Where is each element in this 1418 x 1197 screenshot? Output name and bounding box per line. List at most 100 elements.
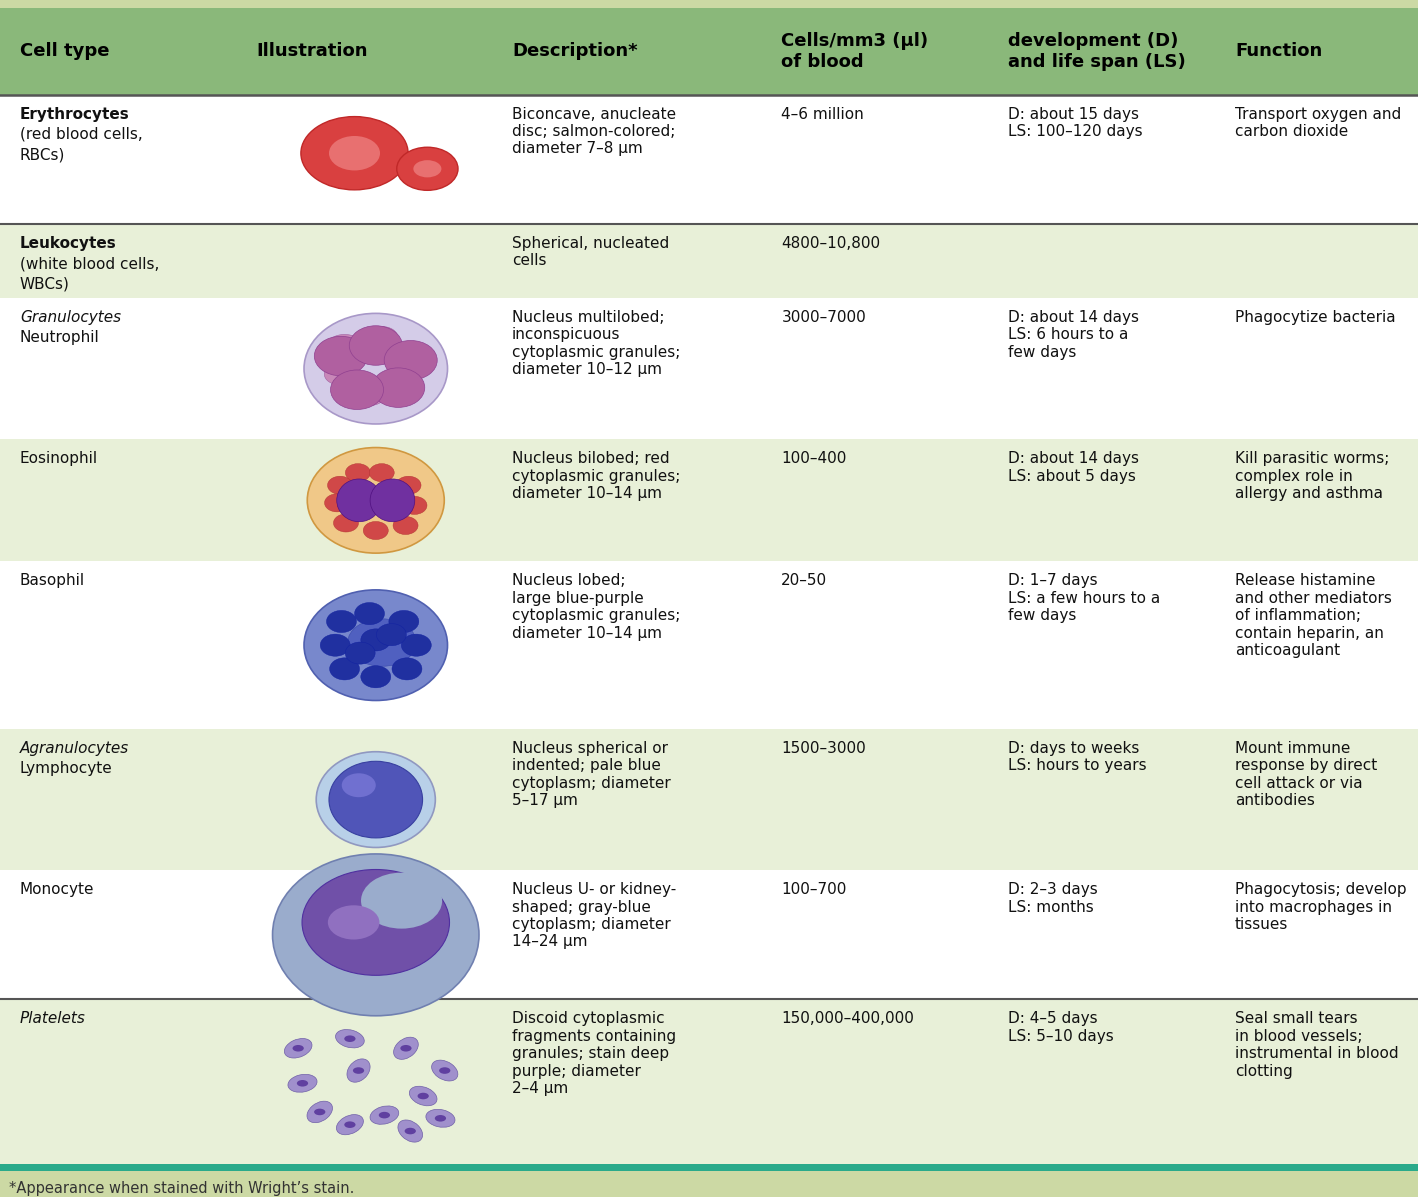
Text: 100–700: 100–700 [781, 882, 847, 898]
Ellipse shape [400, 1045, 411, 1051]
Text: Illustration: Illustration [257, 42, 369, 61]
FancyBboxPatch shape [0, 561, 1418, 729]
Ellipse shape [393, 516, 418, 535]
Ellipse shape [354, 602, 384, 625]
Ellipse shape [308, 448, 444, 553]
Ellipse shape [333, 514, 359, 531]
Ellipse shape [431, 1061, 458, 1081]
Ellipse shape [303, 314, 448, 424]
Text: D: 1–7 days
LS: a few hours to a
few days: D: 1–7 days LS: a few hours to a few day… [1008, 573, 1160, 624]
Ellipse shape [315, 1108, 325, 1116]
Ellipse shape [389, 610, 418, 632]
Text: Transport oxygen and
carbon dioxide: Transport oxygen and carbon dioxide [1235, 107, 1401, 139]
Text: Nucleus U- or kidney-
shaped; gray-blue
cytoplasm; diameter
14–24 µm: Nucleus U- or kidney- shaped; gray-blue … [512, 882, 676, 949]
Ellipse shape [336, 1029, 364, 1047]
Ellipse shape [346, 463, 370, 481]
Ellipse shape [347, 619, 417, 667]
Ellipse shape [306, 1101, 332, 1123]
Ellipse shape [370, 479, 415, 522]
Ellipse shape [326, 334, 363, 360]
Ellipse shape [363, 486, 389, 504]
Ellipse shape [360, 628, 391, 651]
Ellipse shape [410, 1086, 437, 1106]
Text: Monocyte: Monocyte [20, 882, 95, 898]
Ellipse shape [336, 479, 381, 522]
Ellipse shape [320, 634, 350, 656]
Ellipse shape [328, 905, 380, 940]
Ellipse shape [391, 658, 423, 680]
FancyBboxPatch shape [0, 95, 1418, 224]
Ellipse shape [376, 624, 407, 645]
Ellipse shape [354, 384, 386, 406]
Ellipse shape [366, 327, 397, 347]
FancyBboxPatch shape [0, 439, 1418, 561]
Ellipse shape [425, 1110, 455, 1128]
Ellipse shape [349, 326, 403, 365]
Ellipse shape [285, 1039, 312, 1058]
Ellipse shape [316, 752, 435, 847]
Text: Spherical, nucleated
cells: Spherical, nucleated cells [512, 236, 669, 268]
Text: Seal small tears
in blood vessels;
instrumental in blood
clotting: Seal small tears in blood vessels; instr… [1235, 1011, 1398, 1078]
Ellipse shape [401, 634, 431, 656]
Ellipse shape [325, 364, 353, 384]
Text: Nucleus multilobed;
inconspicuous
cytoplasmic granules;
diameter 10–12 µm: Nucleus multilobed; inconspicuous cytopl… [512, 310, 681, 377]
Ellipse shape [349, 499, 373, 517]
Ellipse shape [342, 773, 376, 797]
Text: D: 2–3 days
LS: months: D: 2–3 days LS: months [1008, 882, 1098, 915]
Ellipse shape [328, 476, 353, 494]
Ellipse shape [396, 476, 421, 494]
FancyBboxPatch shape [0, 8, 1418, 95]
Text: 20–50: 20–50 [781, 573, 828, 589]
Ellipse shape [398, 1120, 423, 1142]
Text: Discoid cytoplasmic
fragments containing
granules; stain deep
purple; diameter
2: Discoid cytoplasmic fragments containing… [512, 1011, 676, 1096]
Text: Mount immune
response by direct
cell attack or via
antibodies: Mount immune response by direct cell att… [1235, 741, 1377, 808]
Text: Description*: Description* [512, 42, 638, 61]
Text: 1500–3000: 1500–3000 [781, 741, 866, 757]
Ellipse shape [404, 1128, 415, 1135]
Ellipse shape [381, 502, 406, 519]
Text: Agranulocytes: Agranulocytes [20, 741, 129, 757]
Ellipse shape [379, 1112, 390, 1118]
Text: Eosinophil: Eosinophil [20, 451, 98, 467]
Text: Neutrophil: Neutrophil [20, 330, 99, 346]
Text: 3000–7000: 3000–7000 [781, 310, 866, 326]
FancyBboxPatch shape [0, 729, 1418, 870]
Text: D: about 15 days
LS: 100–120 days: D: about 15 days LS: 100–120 days [1008, 107, 1143, 139]
Ellipse shape [397, 147, 458, 190]
Ellipse shape [394, 1037, 418, 1059]
Text: *Appearance when stained with Wright’s stain.: *Appearance when stained with Wright’s s… [9, 1181, 354, 1197]
Ellipse shape [329, 658, 360, 680]
Ellipse shape [401, 497, 427, 515]
Ellipse shape [329, 761, 423, 838]
Text: Basophil: Basophil [20, 573, 85, 589]
Text: Phagocytize bacteria: Phagocytize bacteria [1235, 310, 1395, 326]
Text: Nucleus lobed;
large blue-purple
cytoplasmic granules;
diameter 10–14 µm: Nucleus lobed; large blue-purple cytopla… [512, 573, 681, 640]
Text: Platelets: Platelets [20, 1011, 85, 1027]
Text: 4–6 million: 4–6 million [781, 107, 864, 122]
Ellipse shape [315, 336, 367, 376]
Text: Erythrocytes: Erythrocytes [20, 107, 129, 122]
Text: 150,000–400,000: 150,000–400,000 [781, 1011, 915, 1027]
Ellipse shape [440, 1068, 451, 1074]
Ellipse shape [345, 1122, 356, 1128]
Ellipse shape [370, 1106, 398, 1124]
Text: Cells/mm3 (µl)
of blood: Cells/mm3 (µl) of blood [781, 32, 929, 71]
FancyBboxPatch shape [0, 870, 1418, 999]
Ellipse shape [347, 1059, 370, 1082]
Ellipse shape [336, 1114, 363, 1135]
Text: Release histamine
and other mediators
of inflammation;
contain heparin, an
antic: Release histamine and other mediators of… [1235, 573, 1392, 658]
Ellipse shape [353, 1068, 364, 1074]
Text: Lymphocyte: Lymphocyte [20, 761, 112, 777]
Text: 4800–10,800: 4800–10,800 [781, 236, 881, 251]
FancyBboxPatch shape [0, 999, 1418, 1167]
Ellipse shape [301, 116, 408, 190]
Ellipse shape [303, 590, 448, 700]
Ellipse shape [360, 666, 391, 688]
Ellipse shape [302, 869, 450, 976]
Text: Granulocytes: Granulocytes [20, 310, 121, 326]
Text: development (D)
and life span (LS): development (D) and life span (LS) [1008, 32, 1185, 71]
Ellipse shape [417, 1093, 428, 1099]
Ellipse shape [372, 367, 425, 407]
Ellipse shape [330, 370, 383, 409]
Ellipse shape [345, 1035, 356, 1043]
